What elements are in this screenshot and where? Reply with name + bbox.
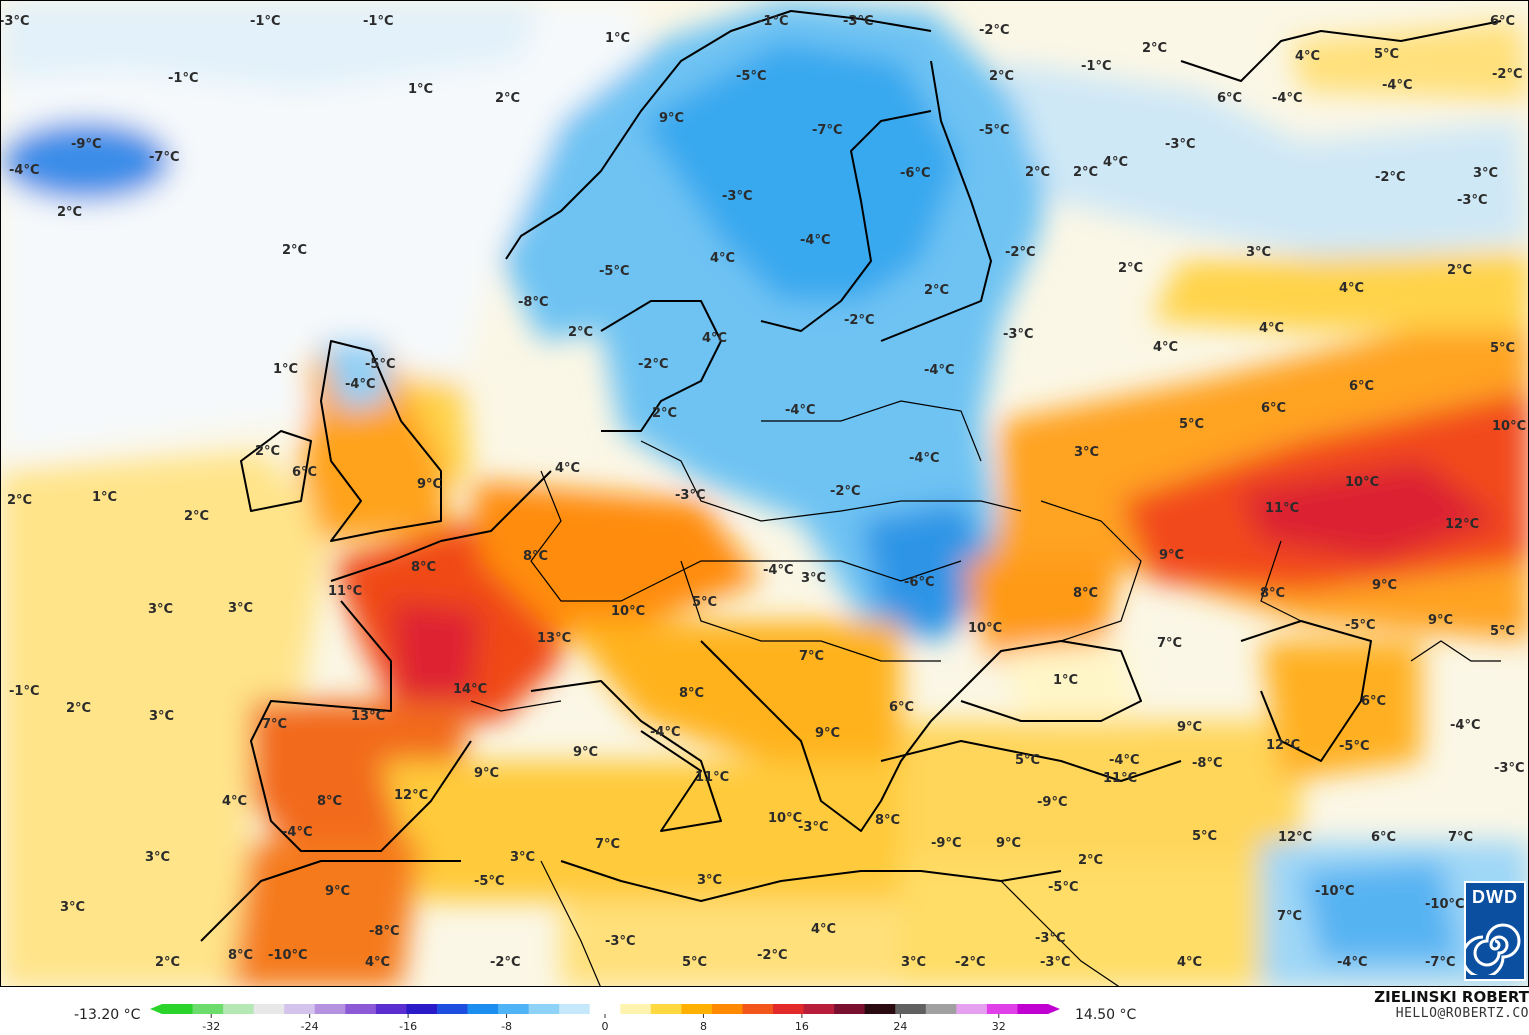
scale-swatch: [345, 1004, 377, 1014]
left-arrow: [150, 1004, 162, 1014]
iceland-cold: [1, 121, 171, 201]
scale-swatch: [986, 1004, 1018, 1014]
scale-swatch: [467, 1004, 499, 1014]
scale-swatch: [192, 1004, 224, 1014]
spiral-icon: [1466, 923, 1521, 975]
scale-tick-label: 16: [794, 1020, 809, 1033]
scale-swatch: [620, 1004, 652, 1014]
scale-swatch: [742, 1004, 774, 1014]
scale-tick-label: -16: [399, 1020, 418, 1033]
scale-tick-label: 8: [699, 1020, 707, 1033]
scale-swatch: [253, 1004, 285, 1014]
scale-tick-label: 24: [893, 1020, 908, 1033]
scale-swatch: [650, 1004, 682, 1014]
coastlines: [200, 10, 1502, 942]
scale-swatch: [284, 1004, 316, 1014]
dwd-logo: DWD: [1464, 881, 1526, 981]
scale-swatch: [956, 1004, 988, 1014]
author-email: HELLO@ROBERTZ.CO: [1395, 1006, 1529, 1021]
map-background: [1, 1, 1528, 986]
scale-swatch: [375, 1004, 407, 1014]
author-name: ZIELINSKI ROBERT: [1374, 988, 1529, 1006]
scale-swatch: [925, 1004, 957, 1014]
scale-tick-label: 32: [991, 1020, 1006, 1033]
scale-swatch: [223, 1004, 255, 1014]
min-temp-label: -13.20 °C: [74, 1007, 141, 1023]
scale-swatch: [773, 1004, 805, 1014]
scale-swatch: [314, 1004, 346, 1014]
right-arrow: [1048, 1004, 1060, 1014]
black-sea: [1001, 641, 1141, 721]
scale-swatch: [436, 1004, 469, 1014]
scale-swatch: [681, 1004, 713, 1014]
scale-tick-label: -8: [501, 1020, 513, 1033]
scale-swatch: [589, 1004, 621, 1014]
scale-tick-label: -32: [202, 1020, 221, 1033]
temperature-map: -3°C -1°C -1°C 1°C -1°C -3°C -2°C 2°C -1°C 4°C 5°C…: [0, 0, 1529, 987]
scale-swatch: [498, 1004, 530, 1014]
legend-bar: -13.20 °C -32 -24 -16 -8 0 8 16 24 32 14.50 °C Z…: [0, 987, 1529, 1035]
scale-tick-label: -24: [300, 1020, 319, 1033]
scale-swatch: [406, 1004, 438, 1014]
scale-swatch: [864, 1004, 896, 1014]
scale-swatch: [895, 1004, 927, 1014]
scale-swatch: [803, 1004, 835, 1014]
scale-swatch: [162, 1004, 194, 1014]
scale-swatch: [559, 1004, 591, 1014]
scale-swatch: [711, 1004, 743, 1014]
borders: [470, 400, 1501, 986]
scale-tick-label: 0: [601, 1020, 609, 1033]
atlantic-warm: [1, 451, 331, 986]
color-scale: [150, 1004, 1060, 1018]
scale-swatch: [834, 1004, 866, 1014]
scale-swatch: [528, 1004, 560, 1014]
dwd-logo-text: DWD: [1472, 887, 1518, 907]
max-temp-label: 14.50 °C: [1075, 1007, 1137, 1023]
north-atlantic-pale: [1, 1, 641, 461]
scale-swatch: [1017, 1004, 1049, 1014]
